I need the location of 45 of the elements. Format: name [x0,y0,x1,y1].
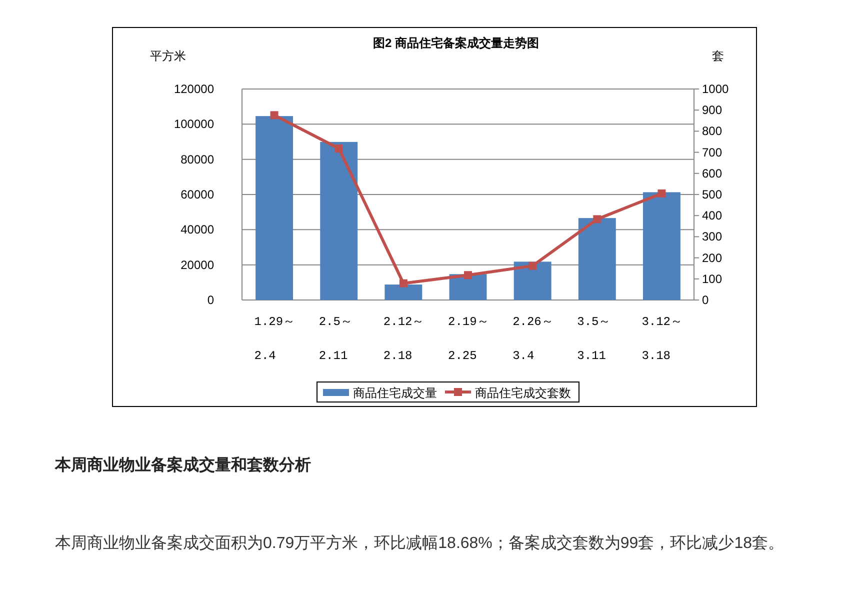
y2-tick-label: 300 [702,230,722,244]
y2-tick-label: 200 [702,250,722,265]
y2-tick-label: 100 [702,272,722,286]
y-tick-label: 0 [207,293,214,307]
bar [514,262,552,300]
y-tick-label: 60000 [180,188,214,202]
bar [642,192,680,300]
y2-tick-label: 0 [702,293,709,307]
legend-label: 商品住宅成交量 [353,386,437,400]
y-tick-label: 100000 [174,117,214,132]
y-axis-title: 平方米 [150,49,186,63]
bar [384,284,422,300]
category-label: 2.19～ 2.25 [448,315,489,363]
y-tick-label: 20000 [180,258,214,272]
category-label: 2.12～ 2.18 [383,315,424,363]
y2-tick-label: 400 [702,208,722,223]
y-tick-label: 40000 [180,222,214,237]
point [528,262,537,270]
category-label: 2.5～ 2.11 [318,315,352,363]
y2-axis-title: 套 [712,49,724,63]
bar [578,218,616,300]
y2-tick-label: 600 [702,166,722,180]
category-label: 1.29～ 2.4 [254,315,296,363]
paragraph: 本周商业物业备案成交面积为0.79万平方米，环比减幅18.68%；备案成交套数为99套，环比减少18套。 [54,533,785,554]
bar [256,116,294,300]
category-label: 2.26～ 3.4 [512,315,554,363]
chart-title: 图2 商品住宅备案成交量走势图 [372,36,540,50]
y-tick-label: 120000 [174,82,214,96]
category-label: 3.5～ 3.11 [577,315,611,363]
category-label: 3.12～ 3.18 [642,315,683,363]
y-tick-label: 80000 [180,152,214,166]
point [399,279,408,288]
y2-tick-label: 1000 [702,82,730,96]
y2-tick-label: 700 [702,145,722,160]
point [270,111,278,120]
y2-tick-label: 900 [702,103,722,118]
point [464,271,472,280]
point [593,215,602,224]
point [334,144,343,152]
heading: 本周商业物业备案成交量和套数分析 [55,455,311,476]
legend-label: 商品住宅成交套数 [475,386,571,400]
y2-tick-label: 500 [702,188,722,202]
bar [320,142,358,300]
y2-tick-label: 800 [702,124,722,138]
point [658,189,666,198]
